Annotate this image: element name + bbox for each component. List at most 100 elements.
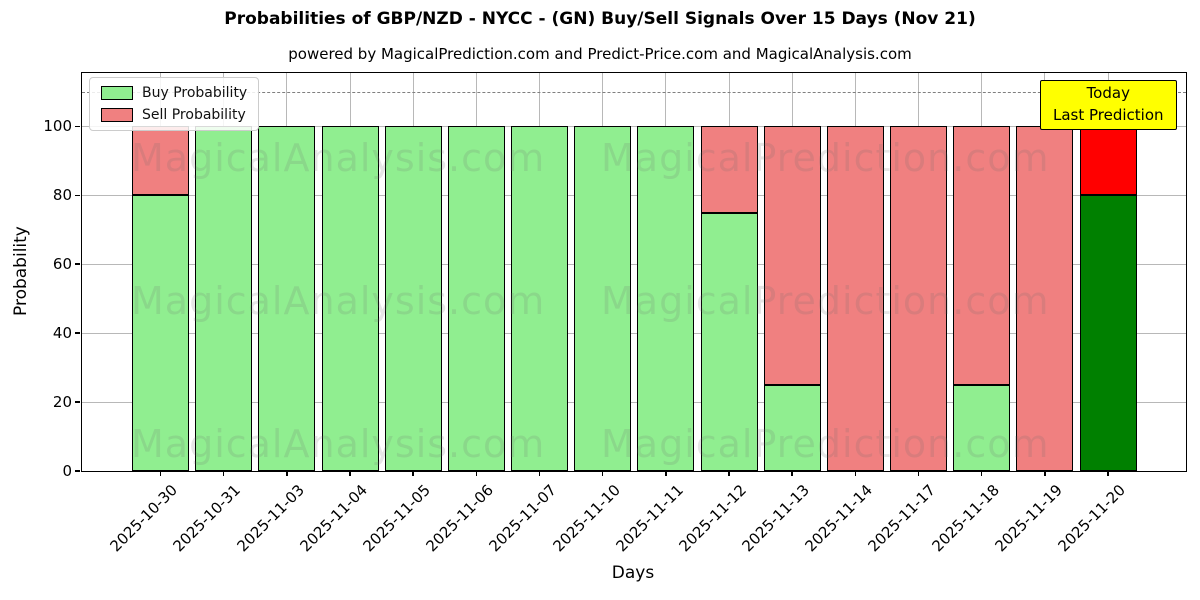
bar-segment-buy [384,126,442,471]
bar-column [321,126,379,471]
bar-segment-buy [195,126,253,471]
x-tick-mark [1044,471,1046,476]
x-tick-label: 2025-11-19 [991,481,1066,556]
y-tick-label: 20 [52,393,72,412]
bar-segment-sell [1079,126,1137,196]
y-tick-label: 100 [43,117,72,136]
dashed-target-line [82,91,1186,93]
x-tick-label: 2025-10-30 [106,481,182,556]
bar-column [258,126,316,471]
h-gridline [82,194,1186,196]
x-tick-label: 2025-11-10 [549,481,624,556]
y-tick-mark [75,263,80,265]
watermark-text: MagicalPrediction.com [601,279,1050,323]
bar-column [511,126,569,471]
bar-segment-buy [953,384,1011,471]
bar-segment-buy [447,126,505,471]
x-tick-mark [412,471,414,476]
h-gridline [82,401,1186,403]
legend-label-buy: Buy Probability [142,85,248,101]
x-tick-label: 2025-11-05 [359,481,434,556]
x-tick-mark [791,471,793,476]
legend: Buy Probability Sell Probability [89,77,260,131]
y-tick-mark [75,194,80,197]
h-gridline [82,263,1186,265]
x-tick-label: 2025-11-18 [928,481,1003,556]
bar-column [890,126,948,471]
y-tick-label: 60 [52,255,72,274]
legend-label-sell: Sell Probability [142,107,246,123]
x-tick-label: 2025-11-14 [801,481,877,556]
bar-segment-buy [258,126,316,471]
bar-segment-sell [1016,126,1074,471]
x-tick-label: 2025-11-12 [675,481,750,556]
x-tick-mark [286,471,288,476]
x-tick-label: 2025-11-13 [738,481,813,556]
bar-segment-buy [637,126,695,471]
x-tick-label: 2025-11-06 [422,481,498,556]
bar-column [826,126,884,471]
x-axis-label: Days [611,563,655,583]
bar-segment-buy [700,212,758,471]
x-tick-mark [854,471,857,476]
today-annotation-line1: Today [1086,84,1130,102]
x-tick-mark [538,471,541,476]
buy-swatch-icon [101,86,133,100]
plot-area: Buy Probability Sell Probability Today L… [43,72,1187,555]
bar-segment-buy [1079,195,1137,471]
bar-segment-buy [763,384,821,471]
y-tick-label: 0 [62,462,72,480]
h-gridline [82,125,1186,127]
x-tick-mark [917,471,920,476]
bar-segment-sell [890,126,948,471]
sell-swatch-icon [101,108,133,122]
watermark-text: MagicalAnalysis.com [131,422,546,466]
bar-segment-sell [953,126,1011,385]
bar-column [447,126,505,471]
watermark-text: MagicalPrediction.com [601,136,1050,180]
bar-column [574,126,632,471]
bar-column [132,126,189,471]
y-tick-label: 40 [52,324,72,343]
bar-segment-buy [321,126,379,471]
bar-segment-buy [511,126,569,471]
watermark-text: MagicalPrediction.com [601,422,1050,466]
today-annotation-line2: Last Prediction [1053,105,1164,124]
x-tick-mark [475,471,478,476]
x-tick-mark [665,471,667,476]
chart-subtitle: powered by MagicalPrediction.com and Pre… [288,45,912,63]
bar-column [384,126,442,471]
bar-segment-sell [763,126,821,385]
bar-column [195,126,253,471]
x-tick-mark [980,471,983,476]
bar-column [1079,126,1137,471]
y-tick-mark [75,401,80,403]
bar-segment-sell [132,126,189,196]
bar-column [637,126,695,471]
x-tick-label: 2025-10-31 [170,481,245,556]
x-tick-label: 2025-11-03 [233,481,308,556]
bar-column [700,126,758,471]
legend-item-buy: Buy Probability [101,85,247,101]
bar-segment-sell [826,126,884,471]
y-tick-mark [75,470,80,472]
y-tick-mark [75,332,80,334]
today-annotation: Today Last Prediction [1040,80,1177,130]
x-tick-label: 2025-11-04 [296,481,371,556]
x-tick-label: 2025-11-07 [485,481,561,556]
bar-column [953,126,1011,471]
x-tick-label: 2025-11-20 [1054,481,1129,556]
bar-segment-sell [700,126,758,213]
bar-segment-buy [574,126,632,471]
y-tick-mark [75,125,80,128]
y-tick-label: 80 [52,186,72,205]
bar-column [1016,126,1074,471]
chart-title: Probabilities of GBP/NZD - NYCC - (GN) B… [224,9,976,29]
x-tick-label: 2025-11-17 [864,481,940,556]
x-tick-mark [1107,471,1109,476]
x-tick-mark [349,471,351,476]
bar-column [763,126,821,471]
watermark-text: MagicalAnalysis.com [131,136,546,180]
legend-item-sell: Sell Probability [101,107,247,123]
